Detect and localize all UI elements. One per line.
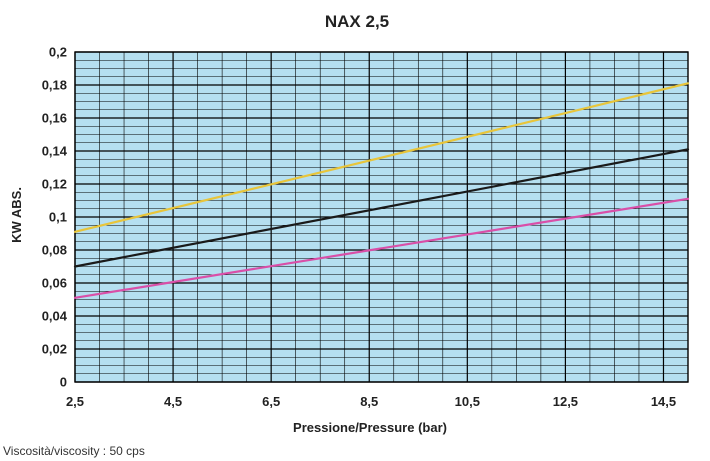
major-grid [74,51,689,383]
x-tick-label: 12,5 [553,394,578,409]
series-group [73,82,690,299]
y-axis-label: KW ABS. [9,187,24,243]
x-tick-label: 14,5 [651,394,676,409]
series-line-3 [73,197,690,299]
y-tick-label: 0,06 [42,276,67,291]
chart-title: NAX 2,5 [325,12,389,31]
y-tick-label: 0,02 [42,342,67,357]
y-tick-labels: 0 0,02 0,04 0,06 0,08 0,1 0,12 0,14 0,16 0,18 0,2 [42,45,68,390]
x-tick-label: 4,5 [164,394,182,409]
y-tick-label: 0,14 [42,144,68,159]
x-tick-label: 2,5 [66,394,84,409]
y-tick-label: 0,04 [42,309,68,324]
x-tick-labels: 2,5 4,5 6,5 8,5 10,5 12,5 14,5 [66,394,676,409]
plot-frame [74,51,689,383]
x-tick-label: 6,5 [262,394,280,409]
y-tick-label: 0,16 [42,111,67,126]
x-tick-label: 8,5 [360,394,378,409]
y-tick-label: 0,18 [42,78,67,93]
y-tick-label: 0,1 [49,210,67,225]
y-tick-label: 0,12 [42,177,67,192]
x-axis-label: Pressione/Pressure (bar) [293,420,447,435]
y-tick-label: 0,08 [42,243,67,258]
series-line-2 [73,148,690,268]
viscosity-footnote: Viscosità/viscosity : 50 cps [3,444,145,458]
y-tick-label: 0,2 [49,45,67,60]
y-tick-label: 0 [60,375,67,390]
x-tick-label: 10,5 [455,394,480,409]
series-line-1 [73,82,690,233]
